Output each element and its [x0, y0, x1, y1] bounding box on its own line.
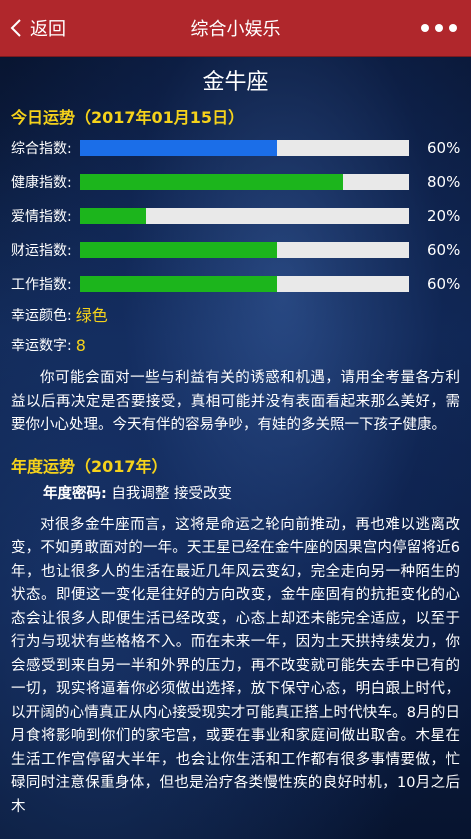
stat-bar-track [80, 242, 409, 258]
more-dot [421, 24, 429, 32]
year-section-title: 年度运势（2017年） [11, 456, 168, 476]
stat-row-health: 健康指数: 80% [0, 165, 471, 199]
nav-title: 综合小娱乐 [190, 19, 281, 40]
more-dot [449, 24, 457, 32]
stat-percent: 60% [427, 241, 461, 259]
more-icon[interactable] [421, 0, 457, 56]
stat-percent: 80% [427, 173, 461, 191]
stat-bar-fill [80, 140, 278, 156]
stat-percent: 60% [427, 139, 461, 157]
lucky-color-label: 幸运颜色: [11, 308, 72, 324]
stat-bar-fill [80, 276, 278, 292]
lucky-color-row: 幸运颜色: 绿色 [0, 301, 471, 331]
year-keyword-label: 年度密码: [43, 485, 107, 502]
stat-percent: 60% [427, 275, 461, 293]
lucky-number-label: 幸运数字: [11, 338, 72, 354]
back-label: 返回 [30, 19, 66, 40]
year-keyword-row: 年度密码: 自我调整 接受改变 [0, 480, 471, 508]
stat-label: 财运指数: [11, 243, 72, 259]
stat-bar-fill [80, 174, 344, 190]
stat-bar-track [80, 174, 409, 190]
stat-bar-track [80, 276, 409, 292]
stat-row-overall: 综合指数: 60% [0, 131, 471, 165]
stat-label: 工作指数: [11, 277, 72, 293]
lucky-color-value: 绿色 [75, 306, 108, 325]
stat-bar-track [80, 140, 409, 156]
stat-bar-fill [80, 242, 278, 258]
stat-row-work: 工作指数: 60% [0, 267, 471, 301]
year-text: 对很多金牛座而言，这将是命运之轮向前推动，再也难以逃离改变，不如勇敢面对的一年。… [11, 516, 460, 815]
lucky-number-value: 8 [75, 336, 86, 355]
today-summary: 你可能会面对一些与利益有关的诱惑和机遇，请用全考量各方利益以后再决定是否要接受，… [11, 370, 460, 433]
nav-bar: 返回 综合小娱乐 [0, 0, 471, 57]
lucky-number-row: 幸运数字: 8 [0, 331, 471, 361]
year-keyword-value: 自我调整 接受改变 [111, 485, 233, 502]
stat-bar-fill [80, 208, 146, 224]
stat-list: 综合指数: 60% 健康指数: 80% 爱情指数: 20% 财运指数: 60% … [0, 131, 471, 301]
chevron-left-icon [10, 19, 21, 37]
sign-title: 金牛座 [202, 70, 269, 95]
stat-label: 健康指数: [11, 175, 72, 191]
today-section-title: 今日运势（2017年01月15日） [11, 108, 245, 127]
stat-row-wealth: 财运指数: 60% [0, 233, 471, 267]
stat-label: 爱情指数: [11, 209, 72, 225]
stat-bar-track [80, 208, 409, 224]
stat-row-love: 爱情指数: 20% [0, 199, 471, 233]
stat-label: 综合指数: [11, 141, 72, 157]
back-button[interactable]: 返回 [10, 0, 66, 56]
stat-percent: 20% [427, 207, 461, 225]
more-dot [435, 24, 443, 32]
